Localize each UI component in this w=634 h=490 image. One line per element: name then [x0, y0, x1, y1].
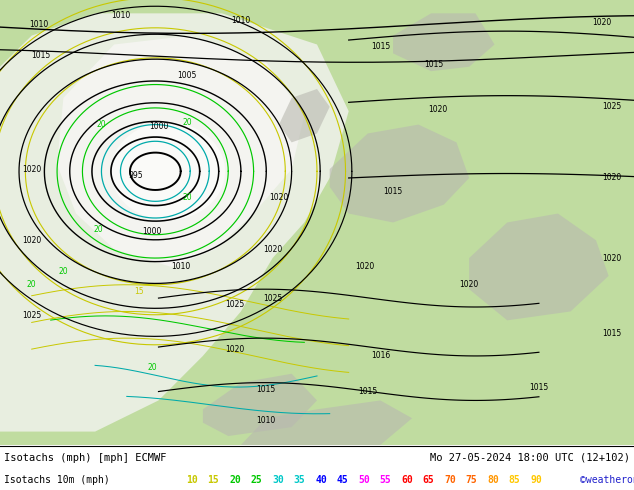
Text: 20: 20 [27, 280, 37, 289]
Text: 1020: 1020 [428, 104, 447, 114]
Text: 1015: 1015 [425, 60, 444, 69]
Text: ©weatheronline.co.uk: ©weatheronline.co.uk [580, 475, 634, 485]
Text: 1005: 1005 [178, 71, 197, 80]
Text: 20: 20 [182, 118, 192, 127]
Text: 30: 30 [272, 475, 284, 485]
Text: 1025: 1025 [225, 300, 244, 309]
Text: 1020: 1020 [269, 194, 288, 202]
Text: 1020: 1020 [22, 236, 41, 245]
Text: 60: 60 [401, 475, 413, 485]
Polygon shape [203, 374, 317, 436]
Text: 20: 20 [147, 363, 157, 371]
Text: 70: 70 [444, 475, 456, 485]
Text: 1010: 1010 [30, 20, 49, 29]
Ellipse shape [111, 122, 225, 220]
Text: 1000: 1000 [143, 227, 162, 236]
Polygon shape [279, 89, 330, 143]
Text: 1020: 1020 [225, 345, 244, 354]
Text: 35: 35 [294, 475, 306, 485]
Text: Isotachs 10m (mph): Isotachs 10m (mph) [4, 475, 110, 485]
Text: 1025: 1025 [263, 294, 282, 303]
Text: 1025: 1025 [22, 311, 41, 320]
Text: 1015: 1015 [529, 383, 548, 392]
Text: 1020: 1020 [22, 165, 41, 173]
Text: 40: 40 [315, 475, 327, 485]
Text: 20: 20 [182, 194, 192, 202]
Text: 75: 75 [465, 475, 477, 485]
Text: Mo 27-05-2024 18:00 UTC (12+102): Mo 27-05-2024 18:00 UTC (12+102) [430, 453, 630, 463]
Text: 1015: 1015 [602, 329, 621, 338]
Text: 80: 80 [487, 475, 499, 485]
Polygon shape [393, 13, 495, 71]
Polygon shape [330, 124, 469, 222]
Text: 45: 45 [337, 475, 348, 485]
Text: 15: 15 [134, 287, 145, 296]
Text: 1010: 1010 [257, 416, 276, 425]
Text: 1016: 1016 [371, 351, 390, 361]
Text: 995: 995 [129, 171, 144, 180]
Text: Isotachs (mph) [mph] ECMWF: Isotachs (mph) [mph] ECMWF [4, 453, 167, 463]
Text: 1015: 1015 [358, 387, 377, 396]
Text: 1020: 1020 [355, 263, 374, 271]
Polygon shape [469, 214, 609, 320]
Text: 1025: 1025 [602, 102, 621, 111]
Text: 1020: 1020 [460, 280, 479, 289]
Text: 1010: 1010 [111, 11, 130, 20]
Polygon shape [57, 36, 304, 267]
Text: 1020: 1020 [602, 173, 621, 182]
Text: 20: 20 [96, 120, 107, 129]
Text: 55: 55 [380, 475, 391, 485]
Text: 15: 15 [207, 475, 219, 485]
Text: 25: 25 [250, 475, 262, 485]
Text: 1015: 1015 [32, 51, 51, 60]
Text: 1020: 1020 [263, 245, 282, 254]
Polygon shape [241, 400, 412, 445]
Text: 85: 85 [508, 475, 521, 485]
Text: 1020: 1020 [593, 18, 612, 27]
Text: 1000: 1000 [149, 122, 168, 131]
Text: 20: 20 [93, 224, 103, 234]
Text: 1015: 1015 [371, 42, 390, 51]
Text: 65: 65 [423, 475, 434, 485]
Text: 90: 90 [530, 475, 542, 485]
Text: 10: 10 [186, 475, 198, 485]
Text: 20: 20 [229, 475, 241, 485]
Text: 1010: 1010 [231, 16, 250, 24]
Text: 20: 20 [58, 267, 68, 276]
Text: 1020: 1020 [602, 253, 621, 263]
Text: 1015: 1015 [384, 187, 403, 196]
Polygon shape [0, 13, 349, 432]
Text: 1010: 1010 [171, 263, 190, 271]
Text: 50: 50 [358, 475, 370, 485]
Text: 1015: 1015 [257, 385, 276, 394]
